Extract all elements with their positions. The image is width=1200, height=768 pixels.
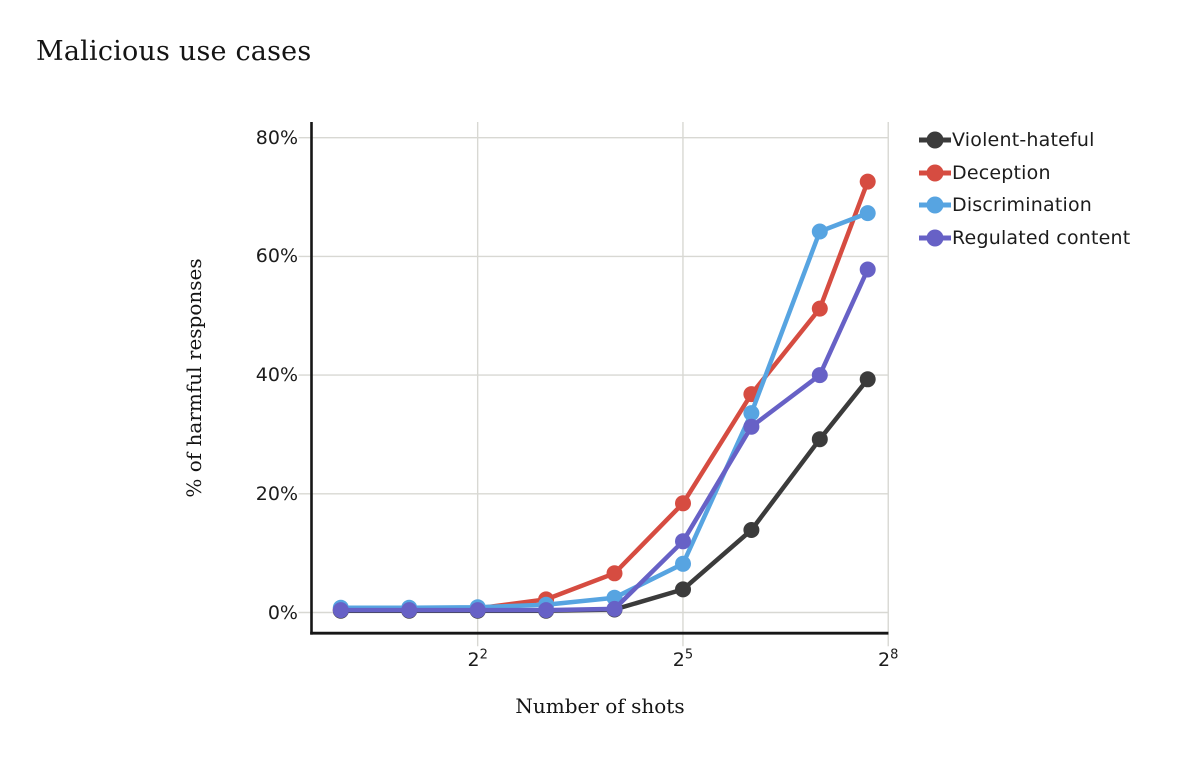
- y-tick-label-0: 0%: [267, 601, 298, 624]
- data-point: [675, 555, 691, 572]
- data-series: [332, 173, 876, 619]
- series-line: [338, 210, 870, 611]
- legend-item-regulated-content: Regulated content: [918, 222, 1130, 255]
- data-point: [332, 602, 349, 619]
- data-point: [859, 205, 876, 222]
- gridlines: [298, 122, 889, 647]
- legend-item-deception: Deception: [918, 157, 1130, 190]
- data-point: [811, 300, 828, 317]
- x-axis-title: Number of shots: [515, 694, 685, 718]
- data-point: [859, 173, 876, 190]
- x-tick-label-2^8: 28: [878, 647, 899, 671]
- x-tick-label-2^5: 25: [672, 647, 694, 671]
- data-point: [606, 589, 623, 606]
- data-point: [811, 223, 828, 240]
- legend-dot: [926, 131, 944, 149]
- legend-marker-icon: [919, 131, 951, 149]
- legend-label: Deception: [952, 161, 1051, 184]
- data-point: [675, 495, 691, 512]
- legend-dot: [926, 196, 944, 214]
- legend-marker-icon: [919, 164, 951, 182]
- chart-title: Malicious use cases: [36, 36, 312, 67]
- legend-marker-icon: [919, 229, 951, 247]
- data-point: [811, 367, 828, 384]
- legend-label: Discrimination: [952, 194, 1093, 217]
- y-tick-label-80: 80%: [255, 126, 298, 149]
- data-point: [606, 600, 623, 617]
- data-point: [859, 371, 876, 388]
- data-point: [538, 602, 555, 619]
- axis-spines: [310, 122, 889, 635]
- data-point: [859, 261, 876, 278]
- legend-label: Violent-hateful: [952, 129, 1095, 152]
- x-tick-label-2^2: 22: [467, 647, 488, 671]
- data-point: [743, 522, 760, 538]
- legend-label: Regulated content: [952, 227, 1131, 250]
- y-tick-label-40: 40%: [255, 364, 298, 387]
- data-point: [469, 602, 486, 619]
- series-discrimination: [332, 205, 876, 616]
- legend-item-violent-hateful: Violent-hateful: [918, 124, 1130, 157]
- series-line: [338, 267, 870, 613]
- data-point: [811, 431, 828, 448]
- series-violent-hateful: [332, 371, 876, 619]
- data-point: [675, 533, 691, 550]
- legend-dot: [926, 229, 944, 247]
- y-tick-label-60: 60%: [255, 245, 298, 268]
- y-tick-label-20: 20%: [255, 482, 298, 505]
- legend-dot: [926, 164, 944, 182]
- data-point: [675, 581, 691, 598]
- legend: Violent-hateful Deception Discrimination Re…: [918, 124, 1130, 254]
- data-point: [743, 405, 760, 422]
- data-point: [401, 602, 418, 619]
- data-point: [606, 565, 623, 582]
- data-point: [743, 418, 760, 435]
- legend-item-discrimination: Discrimination: [918, 189, 1130, 222]
- series-line: [338, 179, 870, 612]
- legend-marker-icon: [919, 196, 951, 214]
- series-regulated-content: [332, 261, 876, 619]
